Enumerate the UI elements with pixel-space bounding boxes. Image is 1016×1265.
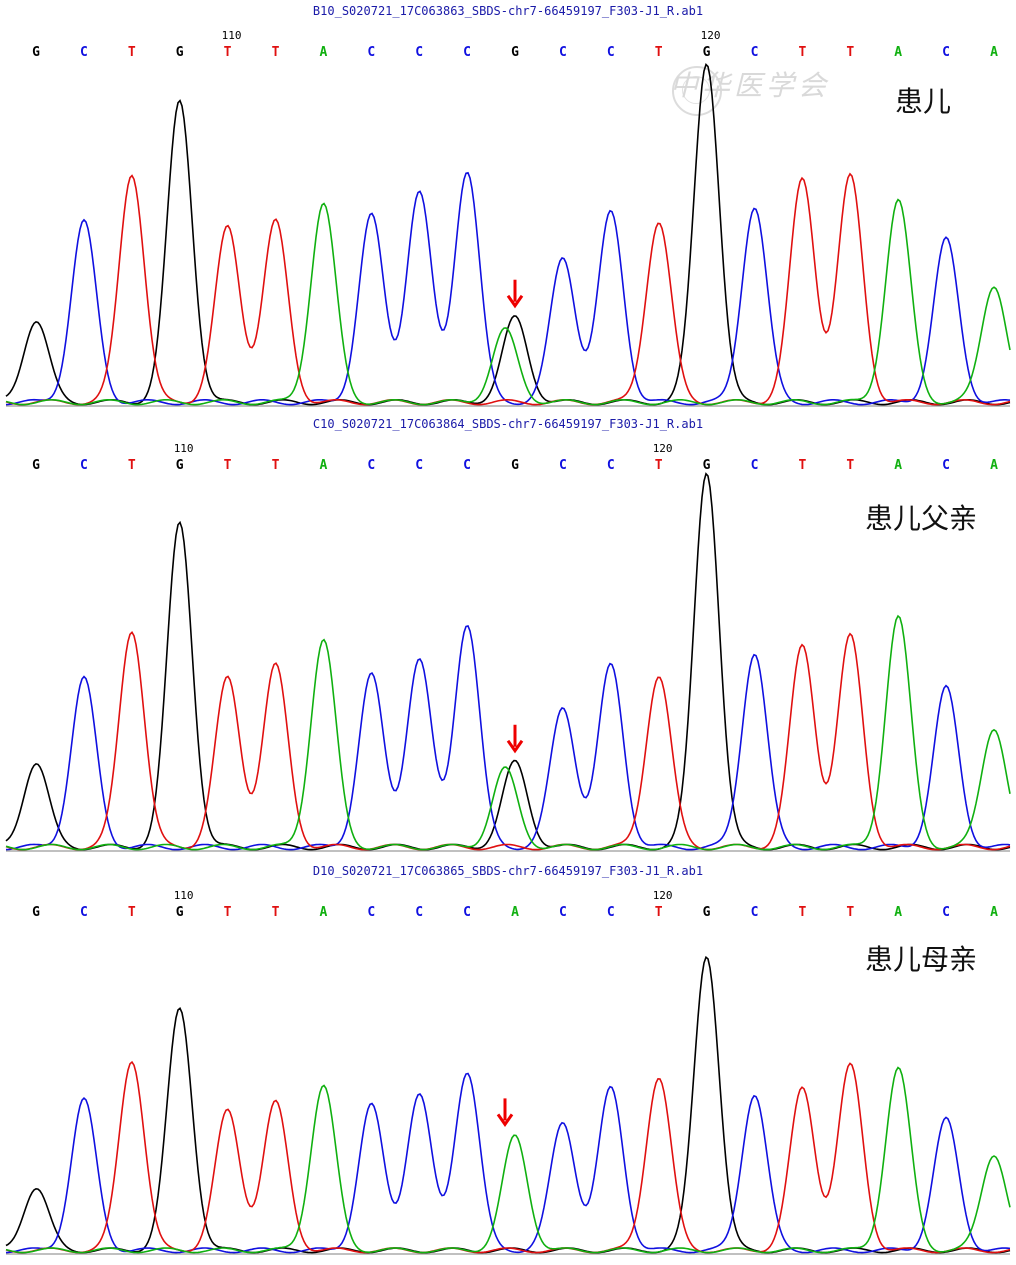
base-call: C [750, 45, 759, 60]
base-call: C [606, 458, 615, 473]
base-call: A [319, 458, 328, 473]
position-label: 110 [221, 29, 242, 42]
chromatogram-panel: C10_S020721_17C063864_SBDS-chr7-66459197… [0, 417, 1016, 857]
base-call: C [79, 905, 88, 920]
base-call: C [415, 45, 424, 60]
base-call: T [223, 458, 232, 473]
panel-title: D10_S020721_17C063865_SBDS-chr7-66459197… [312, 864, 704, 878]
sample-label: 患儿 [895, 85, 952, 118]
sample-label: 患儿父亲 [865, 502, 978, 535]
base-call: T [223, 45, 232, 60]
position-label: 110 [173, 889, 194, 902]
position-label: 120 [700, 29, 721, 42]
base-call: T [798, 905, 807, 920]
base-call: C [367, 458, 376, 473]
trace-plot [5, 62, 1011, 407]
base-call: T [846, 905, 855, 920]
base-call: C [606, 905, 615, 920]
base-call: T [846, 45, 855, 60]
base-call: C [367, 45, 376, 60]
base-call: T [271, 905, 280, 920]
base-call: G [702, 458, 711, 473]
trace-plot [5, 955, 1011, 1255]
base-call: T [271, 45, 280, 60]
variant-arrow-icon [506, 279, 524, 309]
base-call: C [750, 458, 759, 473]
base-call: A [894, 458, 903, 473]
base-call: G [175, 45, 184, 60]
base-call: G [175, 458, 184, 473]
trace-plot [5, 472, 1011, 852]
panel-title: B10_S020721_17C063863_SBDS-chr7-66459197… [312, 4, 704, 18]
trace-g-series [5, 472, 1011, 851]
base-call: A [990, 45, 998, 60]
base-call: C [558, 45, 567, 60]
base-call: C [463, 458, 471, 473]
base-call: T [127, 45, 136, 60]
base-call: T [654, 905, 663, 920]
base-call: A [990, 905, 998, 920]
base-call: C [942, 45, 950, 60]
panel-title: C10_S020721_17C063864_SBDS-chr7-66459197… [312, 417, 704, 431]
base-call: C [750, 905, 759, 920]
base-call: G [175, 905, 184, 920]
base-call: G [32, 905, 40, 920]
trace-a-series [5, 614, 1011, 851]
trace-a-series [5, 1066, 1011, 1254]
base-call: A [990, 458, 998, 473]
base-call: G [511, 458, 519, 473]
trace-t-series [5, 1060, 1011, 1254]
base-call: C [558, 458, 567, 473]
base-call: C [463, 905, 471, 920]
base-call: T [654, 45, 663, 60]
chromatogram-panel: D10_S020721_17C063865_SBDS-chr7-66459197… [0, 864, 1016, 1260]
trace-c-series [5, 1072, 1011, 1254]
base-call: C [463, 45, 471, 60]
watermark: 中华医学会 [670, 69, 831, 102]
trace-t-series [5, 172, 1011, 406]
position-label: 110 [173, 442, 194, 455]
base-call: T [798, 45, 807, 60]
base-call: T [654, 458, 663, 473]
base-call: A [894, 905, 903, 920]
base-call: A [894, 45, 903, 60]
chromatogram-panel: B10_S020721_17C063863_SBDS-chr7-66459197… [0, 4, 1016, 412]
base-call: C [415, 458, 424, 473]
trace-a-series [5, 198, 1011, 406]
variant-arrow-icon [496, 1098, 514, 1128]
base-call: C [79, 45, 88, 60]
base-call: G [32, 45, 40, 60]
base-call: C [415, 905, 424, 920]
base-call: C [367, 905, 376, 920]
base-call: G [32, 458, 40, 473]
base-call: T [798, 458, 807, 473]
position-label: 120 [652, 889, 673, 902]
base-call: C [558, 905, 567, 920]
base-call: G [702, 905, 711, 920]
base-call: A [511, 905, 519, 920]
watermark-seal-icon [672, 66, 722, 116]
base-call: T [271, 458, 280, 473]
base-call: T [127, 458, 136, 473]
sample-label: 患儿母亲 [865, 943, 978, 976]
base-call: C [942, 458, 950, 473]
base-call: T [223, 905, 232, 920]
base-call: A [319, 45, 328, 60]
base-call: T [846, 458, 855, 473]
position-label: 120 [652, 442, 673, 455]
variant-arrow-icon [506, 724, 524, 754]
base-call: C [942, 905, 950, 920]
base-call: C [79, 458, 88, 473]
base-call: G [702, 45, 711, 60]
base-call: C [606, 45, 615, 60]
base-call: A [319, 905, 328, 920]
base-call: T [127, 905, 136, 920]
base-call: G [511, 45, 519, 60]
